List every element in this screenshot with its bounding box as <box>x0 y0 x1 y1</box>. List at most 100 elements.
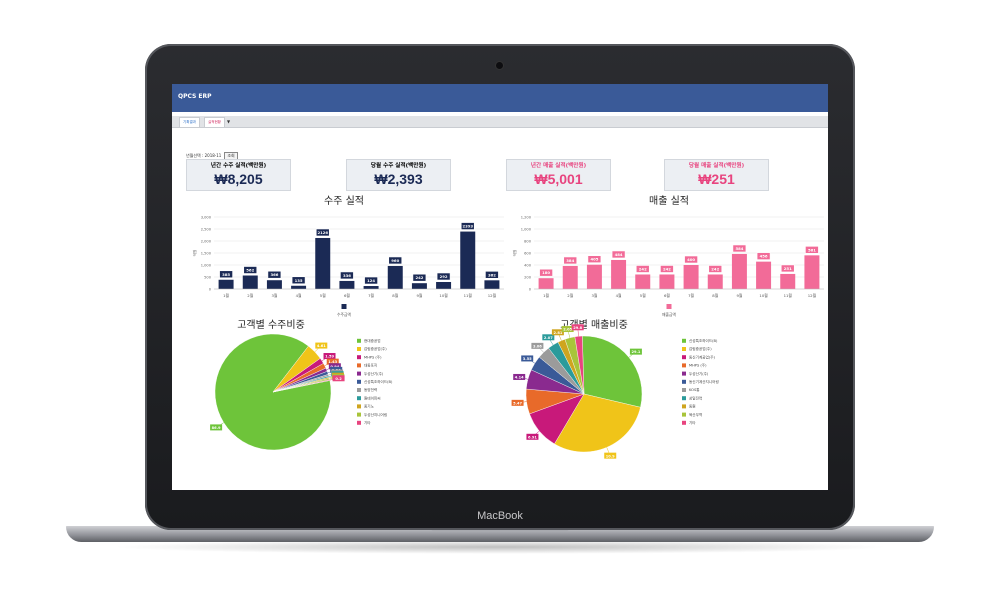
kpi-value: ₩8,205 <box>214 171 263 187</box>
pie-data-label: 2.81 <box>553 331 562 335</box>
kpi-label: 당월 수주 실적(백만원) <box>370 163 427 169</box>
legend-label: 기타 <box>689 420 696 425</box>
y-tick-label: 1,000 <box>521 228 532 232</box>
pie-label-box <box>526 433 539 440</box>
pie-data-label: 2.07 <box>544 336 553 340</box>
pie-data-label: 1.59 <box>325 355 334 359</box>
x-tick-label: 10월 <box>439 293 448 298</box>
pie-data-label: 29.1 <box>631 350 640 354</box>
tab-plan-results[interactable]: 기획결과 <box>179 117 200 128</box>
bar <box>707 274 723 289</box>
tab-performance[interactable]: 실적현황 <box>204 117 225 128</box>
y-tick-label: 0 <box>209 288 212 292</box>
app-title: QPCS ERP <box>178 93 212 100</box>
x-tick-label: 2월 <box>247 293 253 298</box>
legend-label: 수주금액 <box>337 312 351 317</box>
legend-swatch <box>357 355 361 360</box>
x-tick-label: 6월 <box>664 293 670 298</box>
bar <box>315 237 331 289</box>
legend-swatch <box>357 420 361 425</box>
data-label-box <box>243 266 258 274</box>
y-tick-label: 800 <box>524 240 532 244</box>
legend-label: 기타 <box>364 420 371 425</box>
bar <box>611 259 627 289</box>
x-tick-label: 8월 <box>392 293 398 298</box>
bar <box>683 265 699 289</box>
x-tick-label: 3월 <box>271 293 277 298</box>
bar <box>218 279 234 289</box>
legend-label: 동원 <box>689 404 696 409</box>
legend-swatch <box>682 396 686 401</box>
pie-label-box <box>315 342 328 349</box>
pie-label-box <box>328 363 341 370</box>
data-label: 385 <box>222 272 230 277</box>
pie-data-label: 86.9 <box>212 426 221 430</box>
data-label-box <box>780 264 795 273</box>
kpi-label: 당월 매출 실적(백만원) <box>688 163 745 169</box>
bar <box>436 281 452 289</box>
data-label-box <box>635 265 650 273</box>
pie-label-box <box>511 399 524 406</box>
legend-swatch <box>682 355 686 360</box>
x-tick-label: 4월 <box>296 293 302 298</box>
bar <box>363 286 379 289</box>
data-label: 180 <box>542 270 550 275</box>
data-label-box <box>660 265 674 273</box>
x-tick-label: 6월 <box>344 293 350 298</box>
legend-label: 두성산지니어링 <box>364 412 387 417</box>
tab-dropdown-icon[interactable]: ▼ <box>227 119 231 124</box>
pie-data-label: 4.61 <box>317 344 326 348</box>
data-label-box <box>436 272 451 281</box>
legend-label: KOS통 <box>689 387 700 392</box>
legend-label: 두성산기(주) <box>364 371 384 376</box>
data-label: 400 <box>687 257 695 262</box>
bar <box>731 253 747 289</box>
bar <box>411 283 427 289</box>
pie-label-box <box>561 326 574 333</box>
bar <box>804 255 820 289</box>
legend-label: MHPS (주) <box>364 355 382 359</box>
x-tick-label: 11월 <box>784 293 793 298</box>
x-tick-label: 5월 <box>320 293 326 298</box>
data-label-box <box>805 246 819 254</box>
pie-label-box <box>571 324 584 331</box>
legend-swatch <box>682 379 686 384</box>
y-axis-label: 억원 <box>192 250 197 257</box>
legend-swatch <box>357 404 361 409</box>
x-tick-label: 9월 <box>736 293 742 298</box>
camera-icon <box>496 62 503 69</box>
legend-swatch <box>682 371 686 376</box>
app-screen: QPCS ERP 기획결과 실적현황 ▼ 년월선택 : 2018-11 조회 년간… <box>172 84 828 490</box>
pie-data-label: 2.05 <box>563 328 572 332</box>
pie-data-label: 1.43 <box>328 360 337 364</box>
data-label: 2126 <box>317 230 328 235</box>
x-tick-label: 1월 <box>223 293 229 298</box>
bar <box>538 278 554 289</box>
bar <box>586 264 602 289</box>
data-label-box <box>460 222 475 230</box>
y-tick-label: 2,000 <box>201 240 212 244</box>
legend-swatch <box>666 304 672 309</box>
data-label: 124 <box>367 278 375 283</box>
legend-label: 중기노 <box>364 404 375 409</box>
pie-label-box <box>531 342 544 349</box>
legend-swatch <box>682 363 686 368</box>
data-label: 562 <box>246 268 254 273</box>
kpi-value: ₩5,001 <box>534 171 583 187</box>
legend-swatch <box>682 347 686 351</box>
bar <box>659 274 675 289</box>
kpi-annual-orders: 년간 수주 실적(백만원) ₩8,205 <box>186 159 291 191</box>
bar <box>339 280 355 289</box>
laptop-shadow <box>110 540 890 554</box>
data-label: 292 <box>440 274 448 279</box>
data-label-box <box>587 255 602 263</box>
bar <box>780 273 796 289</box>
legend-label: 매출금액 <box>662 312 676 317</box>
pie-label-box <box>332 375 345 382</box>
pie-data-label: 3.06 <box>533 344 542 348</box>
x-tick-label: 7월 <box>368 293 374 298</box>
pie-data-label: 10.9 <box>606 454 615 458</box>
legend-label: 현대중공업 <box>364 338 381 343</box>
pie-data-label: 4.14 <box>515 376 524 380</box>
data-label-box <box>388 256 403 265</box>
